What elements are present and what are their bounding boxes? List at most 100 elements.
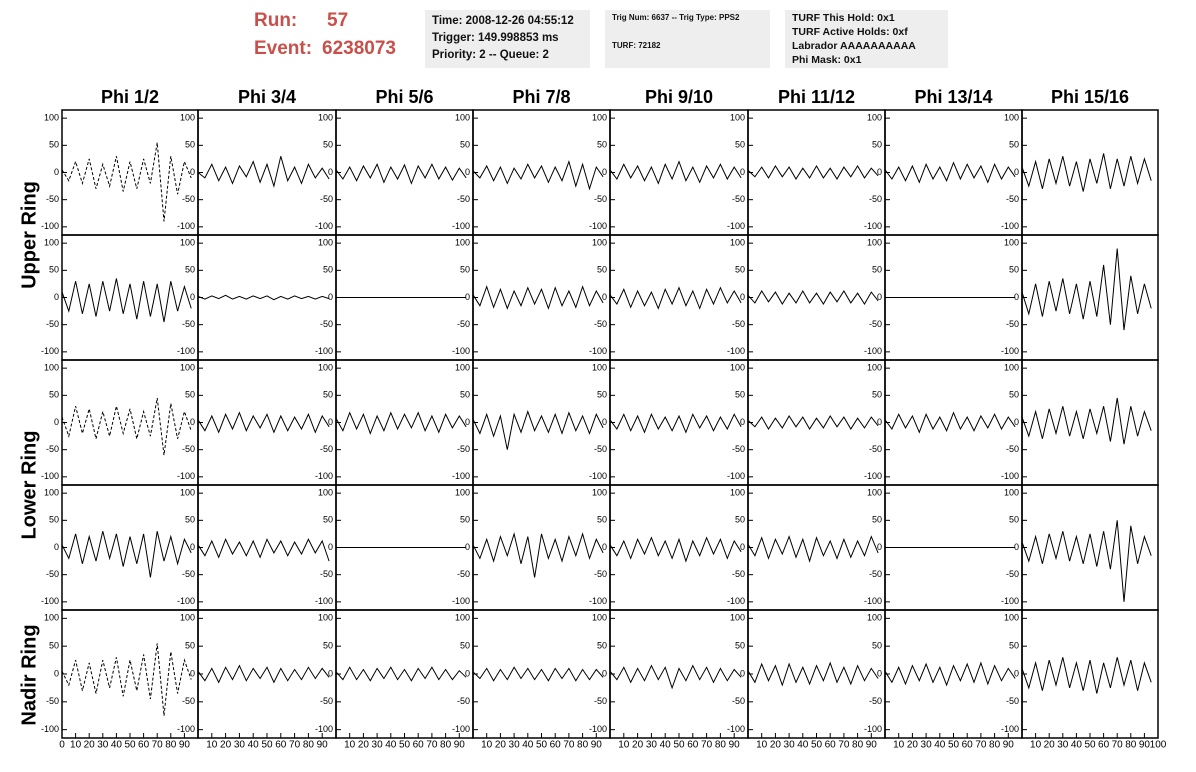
y-tick-label: -100: [315, 221, 333, 231]
panel-frame: [884, 109, 1023, 236]
y-tick-label: 50: [735, 515, 745, 525]
y-tick-label: 100: [867, 488, 882, 498]
panel-frame: [747, 609, 886, 739]
event-label: Event:: [254, 38, 313, 59]
x-tick-label: 10: [618, 740, 630, 751]
x-tick-label: 40: [385, 740, 397, 751]
x-tick-label: 10: [344, 740, 356, 751]
y-tick-label: 50: [735, 265, 745, 275]
y-tick-label: 0: [465, 167, 470, 177]
x-tick-label: 100: [1150, 740, 1167, 751]
y-tick-label: -50: [1006, 319, 1019, 329]
x-tick-label: 90: [729, 740, 741, 751]
y-tick-label: -100: [452, 724, 470, 734]
y-tick-label: -100: [589, 596, 607, 606]
row-title: Lower Ring: [18, 431, 40, 540]
waveform: [609, 413, 742, 434]
panel-frame: [747, 484, 886, 611]
y-tick-label: 0: [54, 417, 59, 427]
panel-frame: [197, 359, 337, 486]
y-tick-label: -50: [182, 569, 195, 579]
y-tick-label: -50: [457, 444, 470, 454]
y-tick-label: 100: [730, 488, 745, 498]
y-tick-label: -50: [46, 319, 59, 329]
y-tick-label: -50: [1006, 194, 1019, 204]
info-line: Time: 2008-12-26 04:55:12: [432, 15, 574, 27]
trigger-box: Trig Num: 6637 -- Trig Type: PPS2 TURF: …: [605, 10, 770, 68]
y-tick-label: 50: [597, 641, 607, 651]
x-tick-label: 30: [509, 740, 521, 751]
y-tick-label: 0: [328, 292, 333, 302]
y-tick-label: 50: [460, 140, 470, 150]
x-tick-label: 60: [825, 740, 837, 751]
info-line: Trigger: 149.998853 ms: [432, 32, 559, 44]
y-tick-label: 100: [180, 488, 195, 498]
waveform: [609, 160, 742, 185]
y-tick-label: 0: [602, 292, 607, 302]
y-tick-label: 100: [455, 488, 470, 498]
run-number: 57: [327, 10, 349, 31]
x-tick-label: 50: [261, 740, 273, 751]
waveform: [1021, 248, 1152, 331]
waveform: [1021, 520, 1152, 602]
y-tick-label: -100: [315, 724, 333, 734]
x-tick-label: 50: [948, 740, 960, 751]
y-tick-label: -100: [1001, 724, 1019, 734]
y-tick-label: -50: [869, 569, 882, 579]
y-tick-label: 0: [465, 668, 470, 678]
x-tick-label: 30: [97, 740, 109, 751]
x-tick-label: 20: [358, 740, 370, 751]
panel-frame: [197, 234, 337, 361]
panel-frame: [61, 359, 199, 486]
column-title: Phi 5/6: [375, 87, 433, 107]
y-tick-label: -100: [727, 471, 745, 481]
x-tick-label: 0: [59, 740, 65, 751]
row-title: Upper Ring: [18, 181, 40, 289]
y-tick-label: 0: [740, 417, 745, 427]
y-tick-label: 50: [1009, 140, 1019, 150]
y-tick-label: -100: [452, 346, 470, 356]
y-tick-label: -50: [869, 194, 882, 204]
y-tick-label: -50: [732, 696, 745, 706]
y-tick-label: -100: [1001, 221, 1019, 231]
y-tick-label: 100: [318, 613, 333, 623]
panel-frame: [1021, 109, 1159, 236]
y-tick-label: -50: [320, 696, 333, 706]
y-tick-label: -100: [41, 471, 59, 481]
panel-frame: [61, 484, 199, 611]
y-tick-label: -100: [1001, 346, 1019, 356]
y-tick-label: -100: [41, 596, 59, 606]
y-tick-label: -100: [41, 221, 59, 231]
y-tick-label: 0: [1014, 417, 1019, 427]
y-tick-label: 50: [323, 265, 333, 275]
y-tick-label: 50: [185, 140, 195, 150]
x-tick-label: 90: [454, 740, 466, 751]
y-tick-label: 0: [877, 167, 882, 177]
y-tick-label: -50: [320, 194, 333, 204]
info-line: TURF This Hold: 0x1: [792, 12, 895, 24]
y-tick-label: -50: [1006, 696, 1019, 706]
y-tick-label: -100: [177, 471, 195, 481]
y-tick-label: 50: [49, 515, 59, 525]
y-tick-label: 0: [190, 668, 195, 678]
y-tick-label: 100: [44, 613, 59, 623]
x-tick-label: 80: [989, 740, 1001, 751]
y-tick-label: 100: [44, 113, 59, 123]
y-tick-label: 0: [1014, 668, 1019, 678]
y-tick-label: -100: [727, 346, 745, 356]
y-tick-label: 0: [877, 668, 882, 678]
panel-frame: [61, 609, 199, 739]
waveform: [197, 664, 330, 684]
y-tick-label: 100: [318, 238, 333, 248]
y-tick-label: 50: [185, 641, 195, 651]
x-tick-label: 30: [372, 740, 384, 751]
y-tick-label: 0: [54, 292, 59, 302]
y-tick-label: 50: [597, 265, 607, 275]
waveform: [472, 159, 604, 191]
x-tick-label: 60: [1098, 740, 1110, 751]
x-tick-label: 70: [426, 740, 438, 751]
x-tick-label: 30: [784, 740, 796, 751]
info-line: Priority: 2 -- Queue: 2: [432, 49, 549, 61]
y-tick-label: -50: [46, 696, 59, 706]
x-tick-label: 60: [138, 740, 150, 751]
